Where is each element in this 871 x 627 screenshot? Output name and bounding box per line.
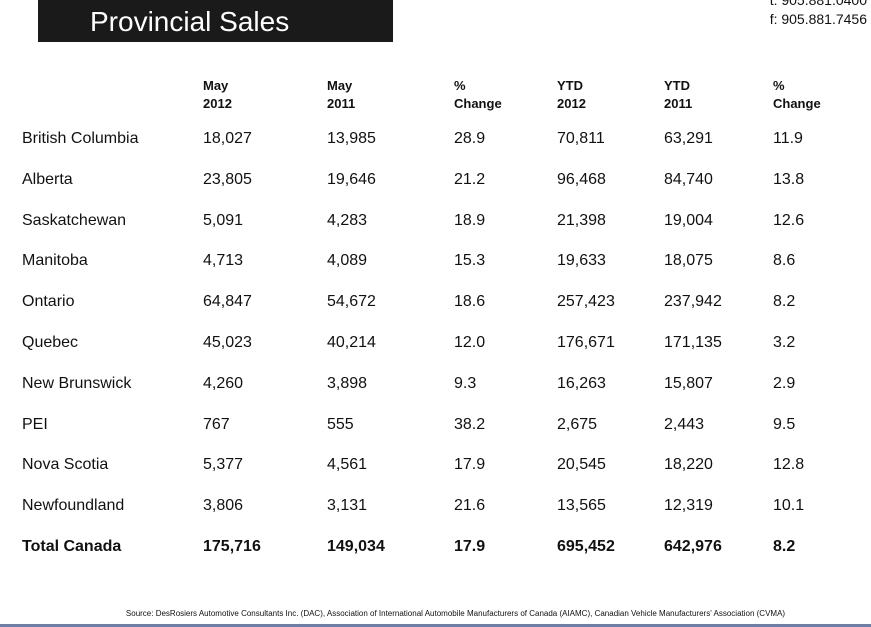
table-cell: 20,545 [557, 456, 606, 474]
column-header: Change [454, 96, 502, 111]
table-cell: 96,468 [557, 170, 606, 188]
column-header: 2012 [557, 96, 586, 111]
table-cell: 8.6 [773, 252, 796, 270]
table-cell: 18,075 [664, 252, 713, 270]
table-cell: 18.9 [454, 211, 486, 229]
column-header: YTD [664, 78, 690, 93]
table-cell: 21,398 [557, 211, 606, 229]
column-header: 2011 [327, 96, 356, 111]
column-header: YTD [557, 78, 583, 93]
table-cell: 5,377 [203, 456, 244, 474]
table-cell: 2,675 [557, 415, 598, 433]
table-cell: 19,646 [327, 170, 376, 188]
table-cell: 9.5 [773, 415, 796, 433]
table-cell: 5,091 [203, 211, 244, 229]
table-cell: 237,942 [664, 293, 722, 311]
total-cell: 17.9 [454, 538, 486, 555]
total-cell: 642,976 [664, 538, 722, 555]
table-cell: 4,713 [203, 252, 244, 270]
total-cell: 149,034 [327, 538, 385, 555]
table-cell: 13.8 [773, 170, 805, 188]
table-cell: 18.6 [454, 293, 486, 311]
column-header: Change [773, 96, 821, 111]
table-cell: 18,027 [203, 130, 252, 147]
table-cell: 54,672 [327, 293, 376, 311]
table-cell: 40,214 [327, 334, 376, 351]
title-box: Provincial Sales [38, 0, 393, 42]
row-label: Quebec [22, 334, 79, 351]
table-cell: 4,089 [327, 252, 368, 270]
row-label: British Columbia [22, 130, 139, 147]
table-cell: 12.0 [454, 334, 486, 351]
table-cell: 8.2 [773, 293, 796, 311]
total-cell: 8.2 [773, 538, 796, 555]
table-cell: 13,565 [557, 497, 606, 515]
table-cell: 3,131 [327, 497, 368, 515]
column-header: % [773, 78, 785, 93]
table-cell: 2.9 [773, 374, 796, 392]
row-label: Saskatchewan [22, 211, 127, 229]
phone: t: 905.881.0400 [769, 0, 867, 8]
table-cell: 555 [327, 415, 354, 433]
total-label: Total Canada [22, 538, 122, 555]
row-label: Newfoundland [22, 497, 125, 515]
table-cell: 64,847 [203, 293, 252, 311]
table-cell: 12.6 [773, 211, 805, 229]
row-label: New Brunswick [22, 374, 132, 392]
table-cell: 4,260 [203, 374, 244, 392]
table-cell: 28.9 [454, 130, 486, 147]
column-header: May [203, 78, 229, 93]
table-cell: 45,023 [203, 334, 252, 351]
table-cell: 3.2 [773, 334, 796, 351]
table-cell: 16,263 [557, 374, 606, 392]
table-cell: 10.1 [773, 497, 805, 515]
column-header: May [327, 78, 353, 93]
table-cell: 70,811 [557, 130, 605, 147]
table-cell: 3,806 [203, 497, 244, 515]
bottom-rule [0, 624, 871, 627]
table-cell: 3,898 [327, 374, 368, 392]
table-cell: 12.8 [773, 456, 805, 474]
total-cell: 175,716 [203, 538, 261, 555]
column-header: 2011 [664, 96, 693, 111]
table-cell: 15,807 [664, 374, 713, 392]
source-note: Source: DesRosiers Automotive Consultant… [125, 609, 786, 618]
table-cell: 19,004 [664, 211, 713, 229]
table-cell: 38.2 [454, 415, 486, 433]
column-header: % [454, 78, 466, 93]
table-cell: 17.9 [454, 456, 486, 474]
table-cell: 21.6 [454, 497, 486, 515]
table-cell: 176,671 [557, 334, 615, 351]
table-cell: 23,805 [203, 170, 252, 188]
row-label: PEI [22, 415, 48, 433]
row-label: Alberta [22, 170, 73, 188]
table-cell: 19,633 [557, 252, 606, 270]
table-cell: 63,291 [664, 130, 713, 147]
table-cell: 12,319 [664, 497, 713, 515]
column-header: 2012 [203, 96, 232, 111]
table-cell: 15.3 [454, 252, 486, 270]
row-label: Manitoba [22, 252, 88, 270]
table-cell: 84,740 [664, 170, 713, 188]
table-cell: 21.2 [454, 170, 486, 188]
fax: f: 905.881.7456 [769, 11, 867, 27]
table-cell: 18,220 [664, 456, 713, 474]
table-cell: 11.9 [773, 130, 803, 147]
table-cell: 257,423 [557, 293, 615, 311]
table-cell: 9.3 [454, 374, 477, 392]
title: Provincial Sales [90, 6, 290, 37]
total-cell: 695,452 [557, 538, 615, 555]
table-cell: 171,135 [664, 334, 722, 351]
table-cell: 4,561 [327, 456, 368, 474]
row-label: Nova Scotia [22, 456, 109, 474]
row-label: Ontario [22, 293, 75, 311]
table-cell: 13,985 [327, 130, 376, 147]
table-cell: 767 [203, 415, 230, 433]
table-cell: 4,283 [327, 211, 368, 229]
table-cell: 2,443 [664, 415, 705, 433]
